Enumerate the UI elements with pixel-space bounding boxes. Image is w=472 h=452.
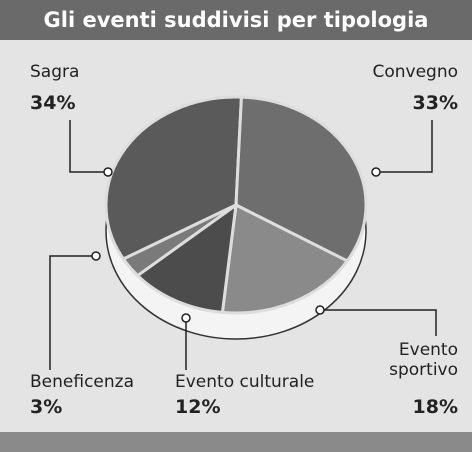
value-label: 34% [30,92,158,114]
category-label: Convegno [330,62,458,82]
leader-line [70,120,108,172]
leader-dot [104,168,112,176]
category-label: Evento culturale [175,372,345,392]
value-label: 12% [175,396,345,418]
category-label: Sagra [30,62,158,82]
leader-line [50,256,96,370]
value-label: 18% [358,396,458,418]
leader-dot [316,306,324,314]
value-label: 3% [30,396,158,418]
chart-title: Gli eventi suddivisi per tipologia [0,0,472,40]
value-label: 33% [330,92,458,114]
leader-dot [182,314,190,322]
category-label: Evento sportivo [358,340,458,380]
leader-dot [92,252,100,260]
bottom-strip [0,432,472,452]
leader-dot [372,168,380,176]
category-label: Beneficenza [30,372,158,392]
infographic: Gli eventi suddivisi per tipologia Sagra… [0,0,472,452]
leader-line [320,310,436,336]
leader-line [376,120,432,172]
